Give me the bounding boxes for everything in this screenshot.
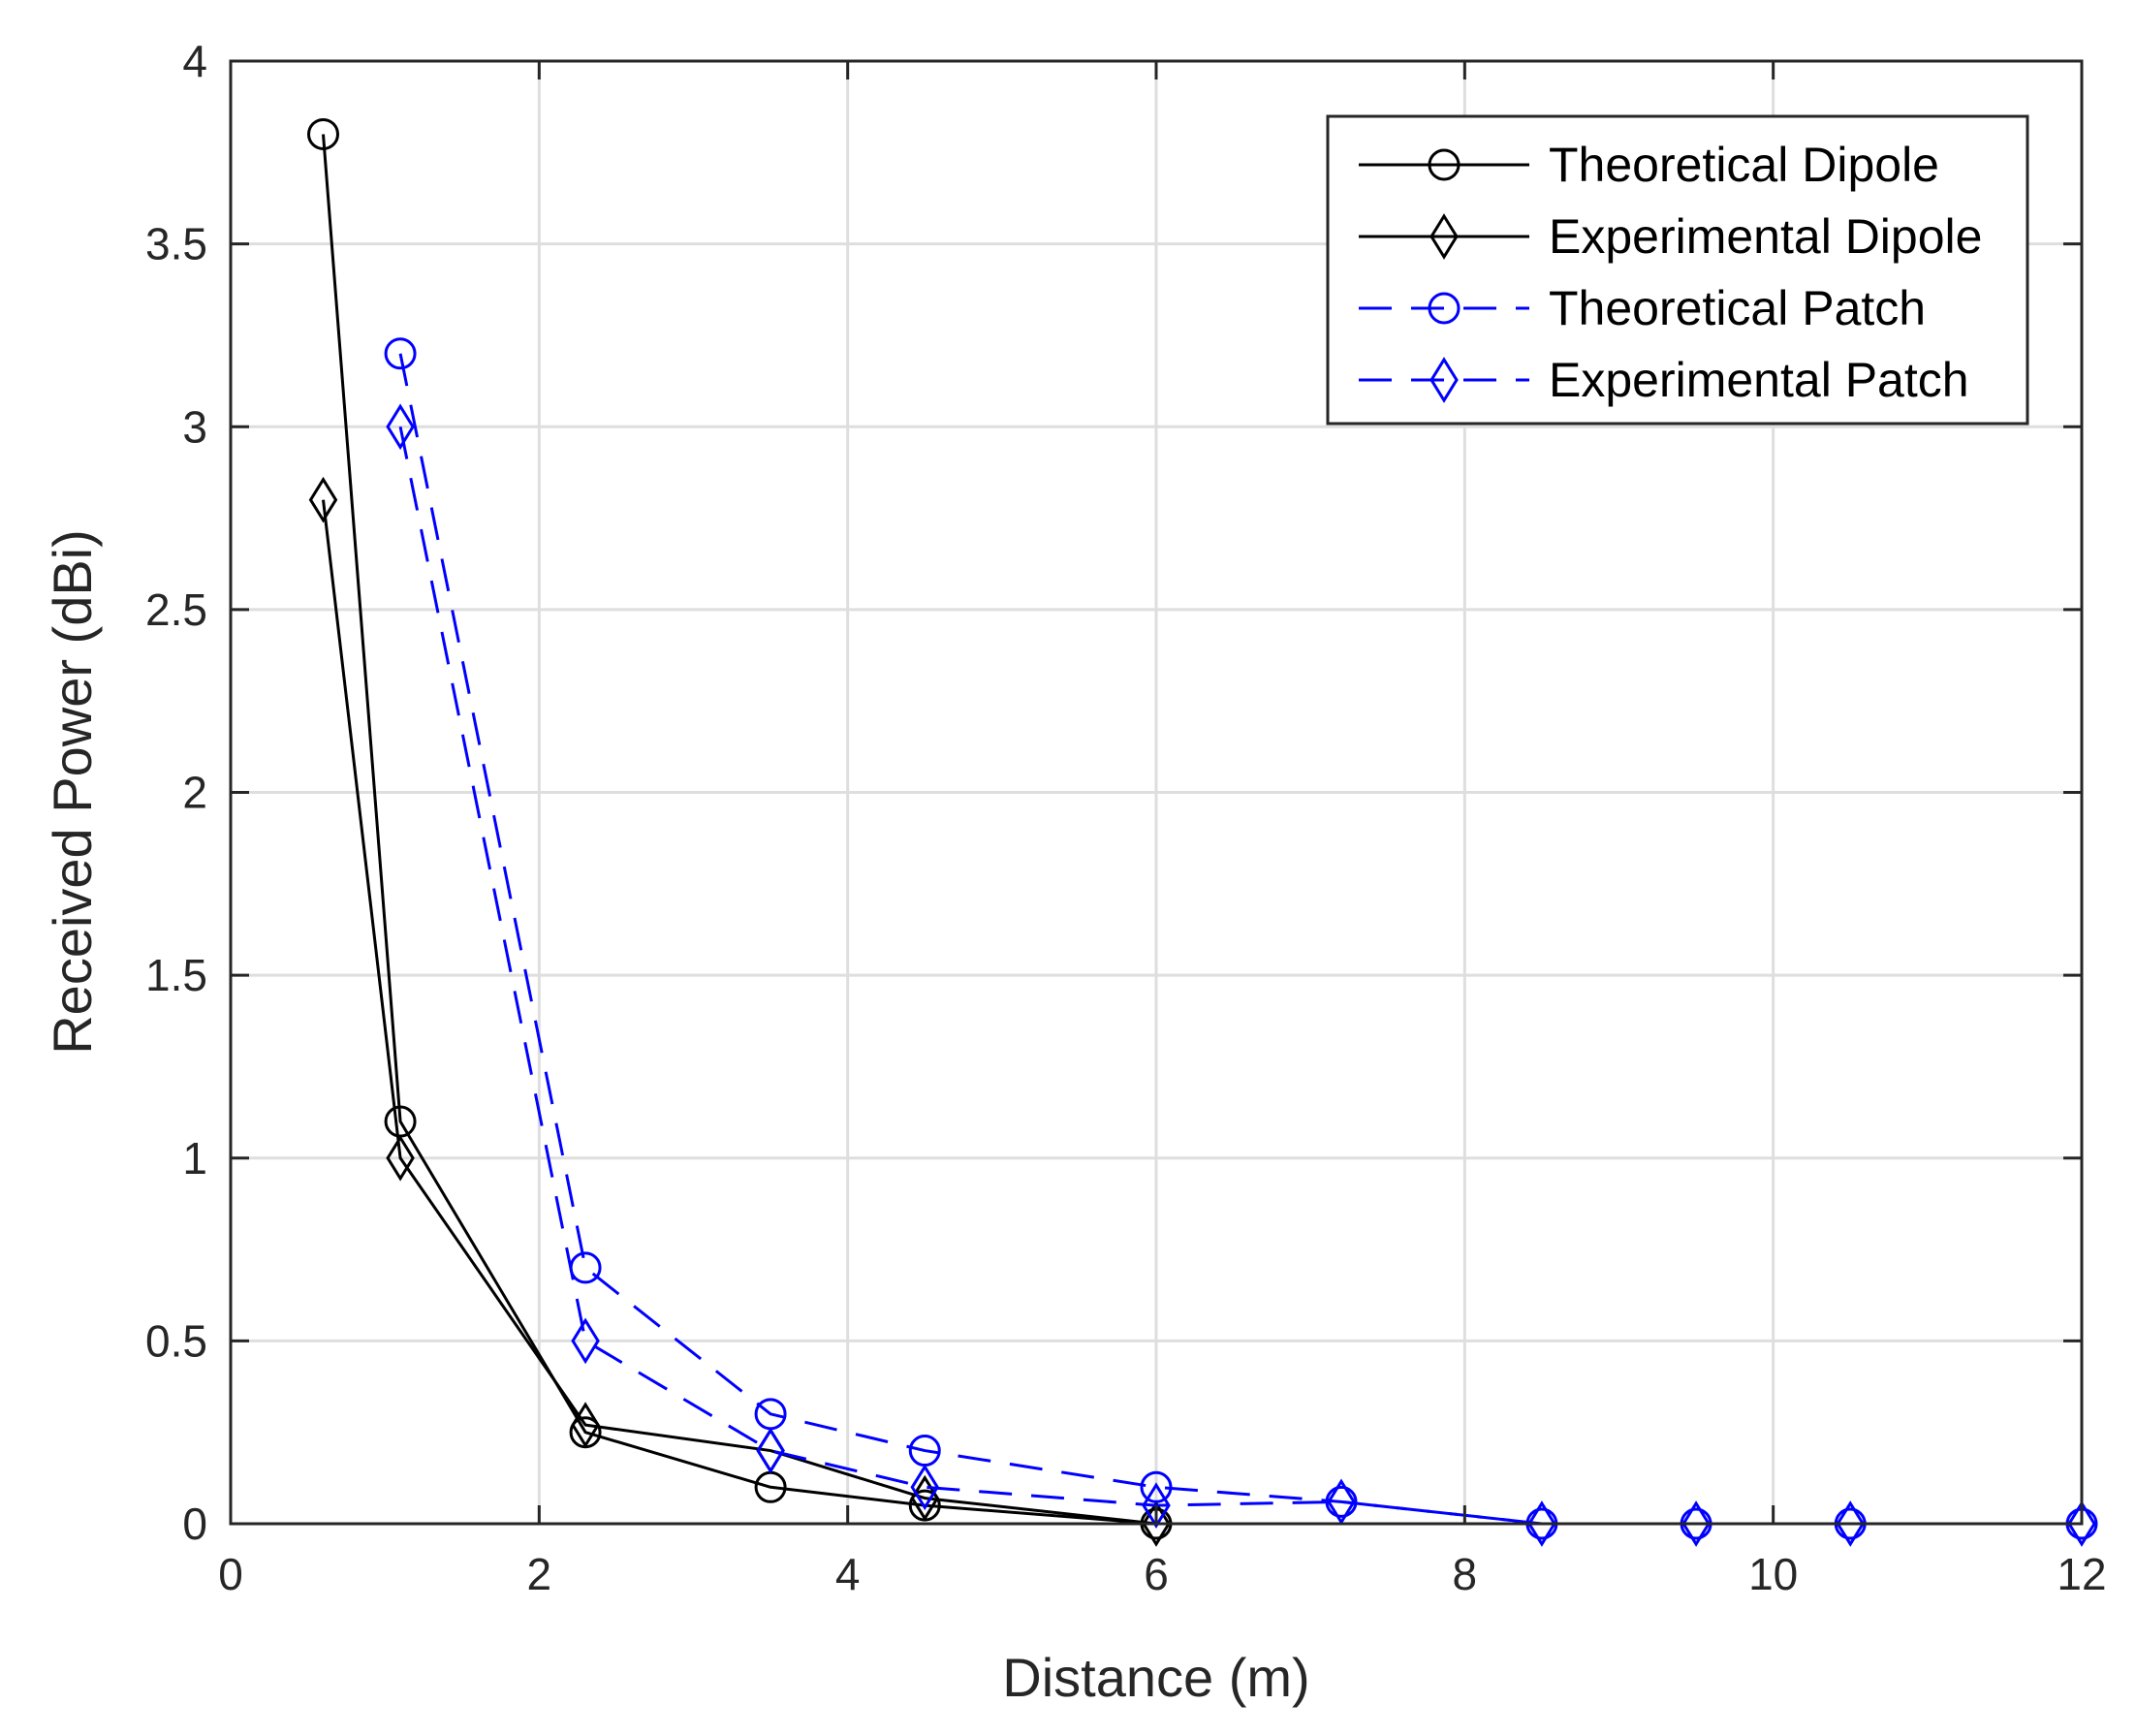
data-point-experimental-dipole <box>308 476 338 523</box>
x-tick-label: 0 <box>218 1549 243 1599</box>
x-tick-label: 6 <box>1144 1549 1169 1599</box>
x-tick-label: 4 <box>835 1549 861 1599</box>
data-point-experimental-patch <box>1142 1482 1171 1529</box>
series-layer <box>307 117 2098 1547</box>
data-point-experimental-dipole <box>1142 1500 1171 1547</box>
x-axis-label: Distance (m) <box>1002 1647 1309 1708</box>
data-point-experimental-patch <box>571 1317 600 1365</box>
legend-box <box>1326 114 2029 426</box>
y-tick-label: 3.5 <box>145 219 207 269</box>
x-tick-label: 2 <box>527 1549 552 1599</box>
data-point-experimental-patch <box>1836 1500 1866 1547</box>
data-point-experimental-dipole <box>386 1134 415 1182</box>
legend-marker-experimental-patch <box>1429 357 1459 403</box>
legend-label-experimental-dipole: Experimental Dipole <box>1549 209 1982 264</box>
y-tick-label: 0 <box>182 1499 207 1549</box>
series-line-experimental-dipole <box>322 499 1157 1526</box>
y-tick-label: 2 <box>182 768 207 818</box>
legend-label-experimental-patch: Experimental Patch <box>1549 353 1969 407</box>
data-point-experimental-patch <box>386 403 415 451</box>
data-point-experimental-patch <box>1527 1500 1556 1547</box>
data-point-experimental-patch <box>2067 1500 2096 1547</box>
x-tick-label: 12 <box>2057 1549 2106 1599</box>
legend-label-theoretical-patch: Theoretical Patch <box>1549 281 1926 335</box>
y-tick-label: 2.5 <box>145 584 207 635</box>
y-tick-label: 1 <box>182 1133 207 1184</box>
x-tick-label: 10 <box>1748 1549 1798 1599</box>
data-point-experimental-patch <box>756 1427 785 1474</box>
data-point-theoretical-patch <box>384 337 417 370</box>
axis-ticks: 0 2 4 6 8 10 12 0 0.5 1 1.5 2 2.5 3 3.5 4 <box>145 36 2107 1599</box>
data-point-theoretical-dipole <box>307 117 339 150</box>
legend: Theoretical Dipole Experimental Dipole The… <box>1326 114 2029 426</box>
data-point-theoretical-patch <box>1325 1485 1358 1518</box>
legend-label-theoretical-dipole: Theoretical Dipole <box>1549 138 1939 192</box>
data-point-experimental-patch <box>1327 1478 1356 1526</box>
legend-marker-theoretical-patch <box>1428 292 1461 325</box>
data-point-experimental-patch <box>910 1464 940 1511</box>
x-tick-label: 8 <box>1453 1549 1478 1599</box>
legend-marker-experimental-dipole <box>1429 213 1459 260</box>
data-point-experimental-patch <box>1681 1500 1711 1547</box>
y-axis-label: Received Power (dBi) <box>42 529 103 1055</box>
series-line-theoretical-patch <box>398 353 2082 1526</box>
legend-marker-theoretical-dipole <box>1428 148 1461 181</box>
data-point-experimental-dipole <box>571 1402 600 1448</box>
y-tick-label: 4 <box>182 36 207 86</box>
y-tick-label: 1.5 <box>145 950 207 1000</box>
series-line-theoretical-dipole <box>322 134 1157 1526</box>
y-tick-label: 0.5 <box>145 1315 207 1366</box>
data-point-theoretical-patch <box>1140 1470 1173 1503</box>
y-tick-label: 3 <box>182 401 207 452</box>
